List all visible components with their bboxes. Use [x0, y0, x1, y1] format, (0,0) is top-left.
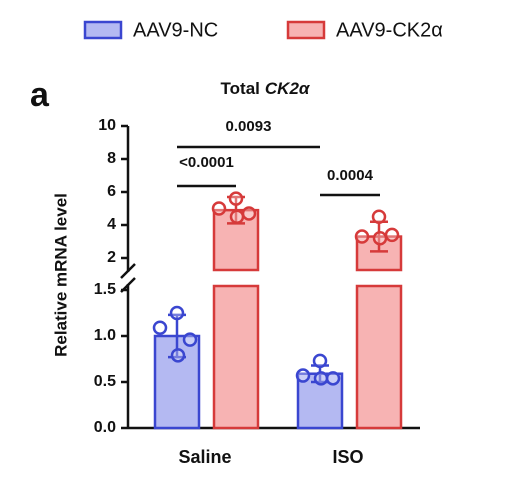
y-tick-label: 10 — [98, 117, 116, 134]
y-tick-label: 0.5 — [94, 373, 116, 390]
data-point — [211, 201, 227, 216]
y-tick-label: 0.0 — [94, 419, 116, 436]
data-point — [169, 305, 185, 321]
data-point — [241, 206, 257, 221]
bar — [212, 284, 260, 430]
significance-label: <0.0001 — [179, 154, 234, 171]
y-tick-label: 1.5 — [94, 281, 116, 298]
data-point — [384, 227, 400, 243]
data-point — [295, 368, 311, 383]
y-tick-label: 4 — [107, 216, 116, 233]
data-point — [228, 191, 244, 206]
bar — [296, 372, 344, 430]
title-text: Total — [221, 79, 260, 98]
data-point — [325, 371, 341, 386]
significance-label: 0.0093 — [226, 118, 272, 135]
data-point — [354, 229, 370, 244]
data-point — [152, 320, 168, 335]
bar — [153, 334, 201, 430]
y-tick-label: 8 — [107, 150, 116, 167]
y-axis-label: Relative mRNA level — [51, 193, 70, 357]
bar — [355, 284, 403, 430]
legend-swatch — [83, 20, 123, 40]
legend-label: AAV9-CK2α — [336, 19, 443, 41]
panel-label: a — [30, 76, 50, 114]
data-point — [313, 371, 329, 386]
y-tick-label: 1.0 — [94, 327, 116, 344]
data-point — [229, 209, 245, 224]
axis-break — [120, 263, 136, 279]
data-point — [182, 332, 198, 347]
data-point — [312, 353, 328, 369]
chart-title: Total CK2α — [221, 79, 311, 98]
y-tick-label: 6 — [107, 183, 116, 200]
title-gene: CK2α — [265, 79, 311, 98]
data-point — [170, 348, 186, 363]
x-tick-label: ISO — [332, 447, 363, 467]
significance-label: 0.0004 — [327, 167, 374, 184]
data-point — [372, 230, 388, 246]
legend-swatch — [286, 20, 326, 40]
data-point — [371, 209, 387, 224]
legend-label: AAV9-NC — [133, 19, 218, 41]
x-tick-label: Saline — [178, 447, 231, 467]
y-tick-label: 2 — [107, 249, 116, 266]
